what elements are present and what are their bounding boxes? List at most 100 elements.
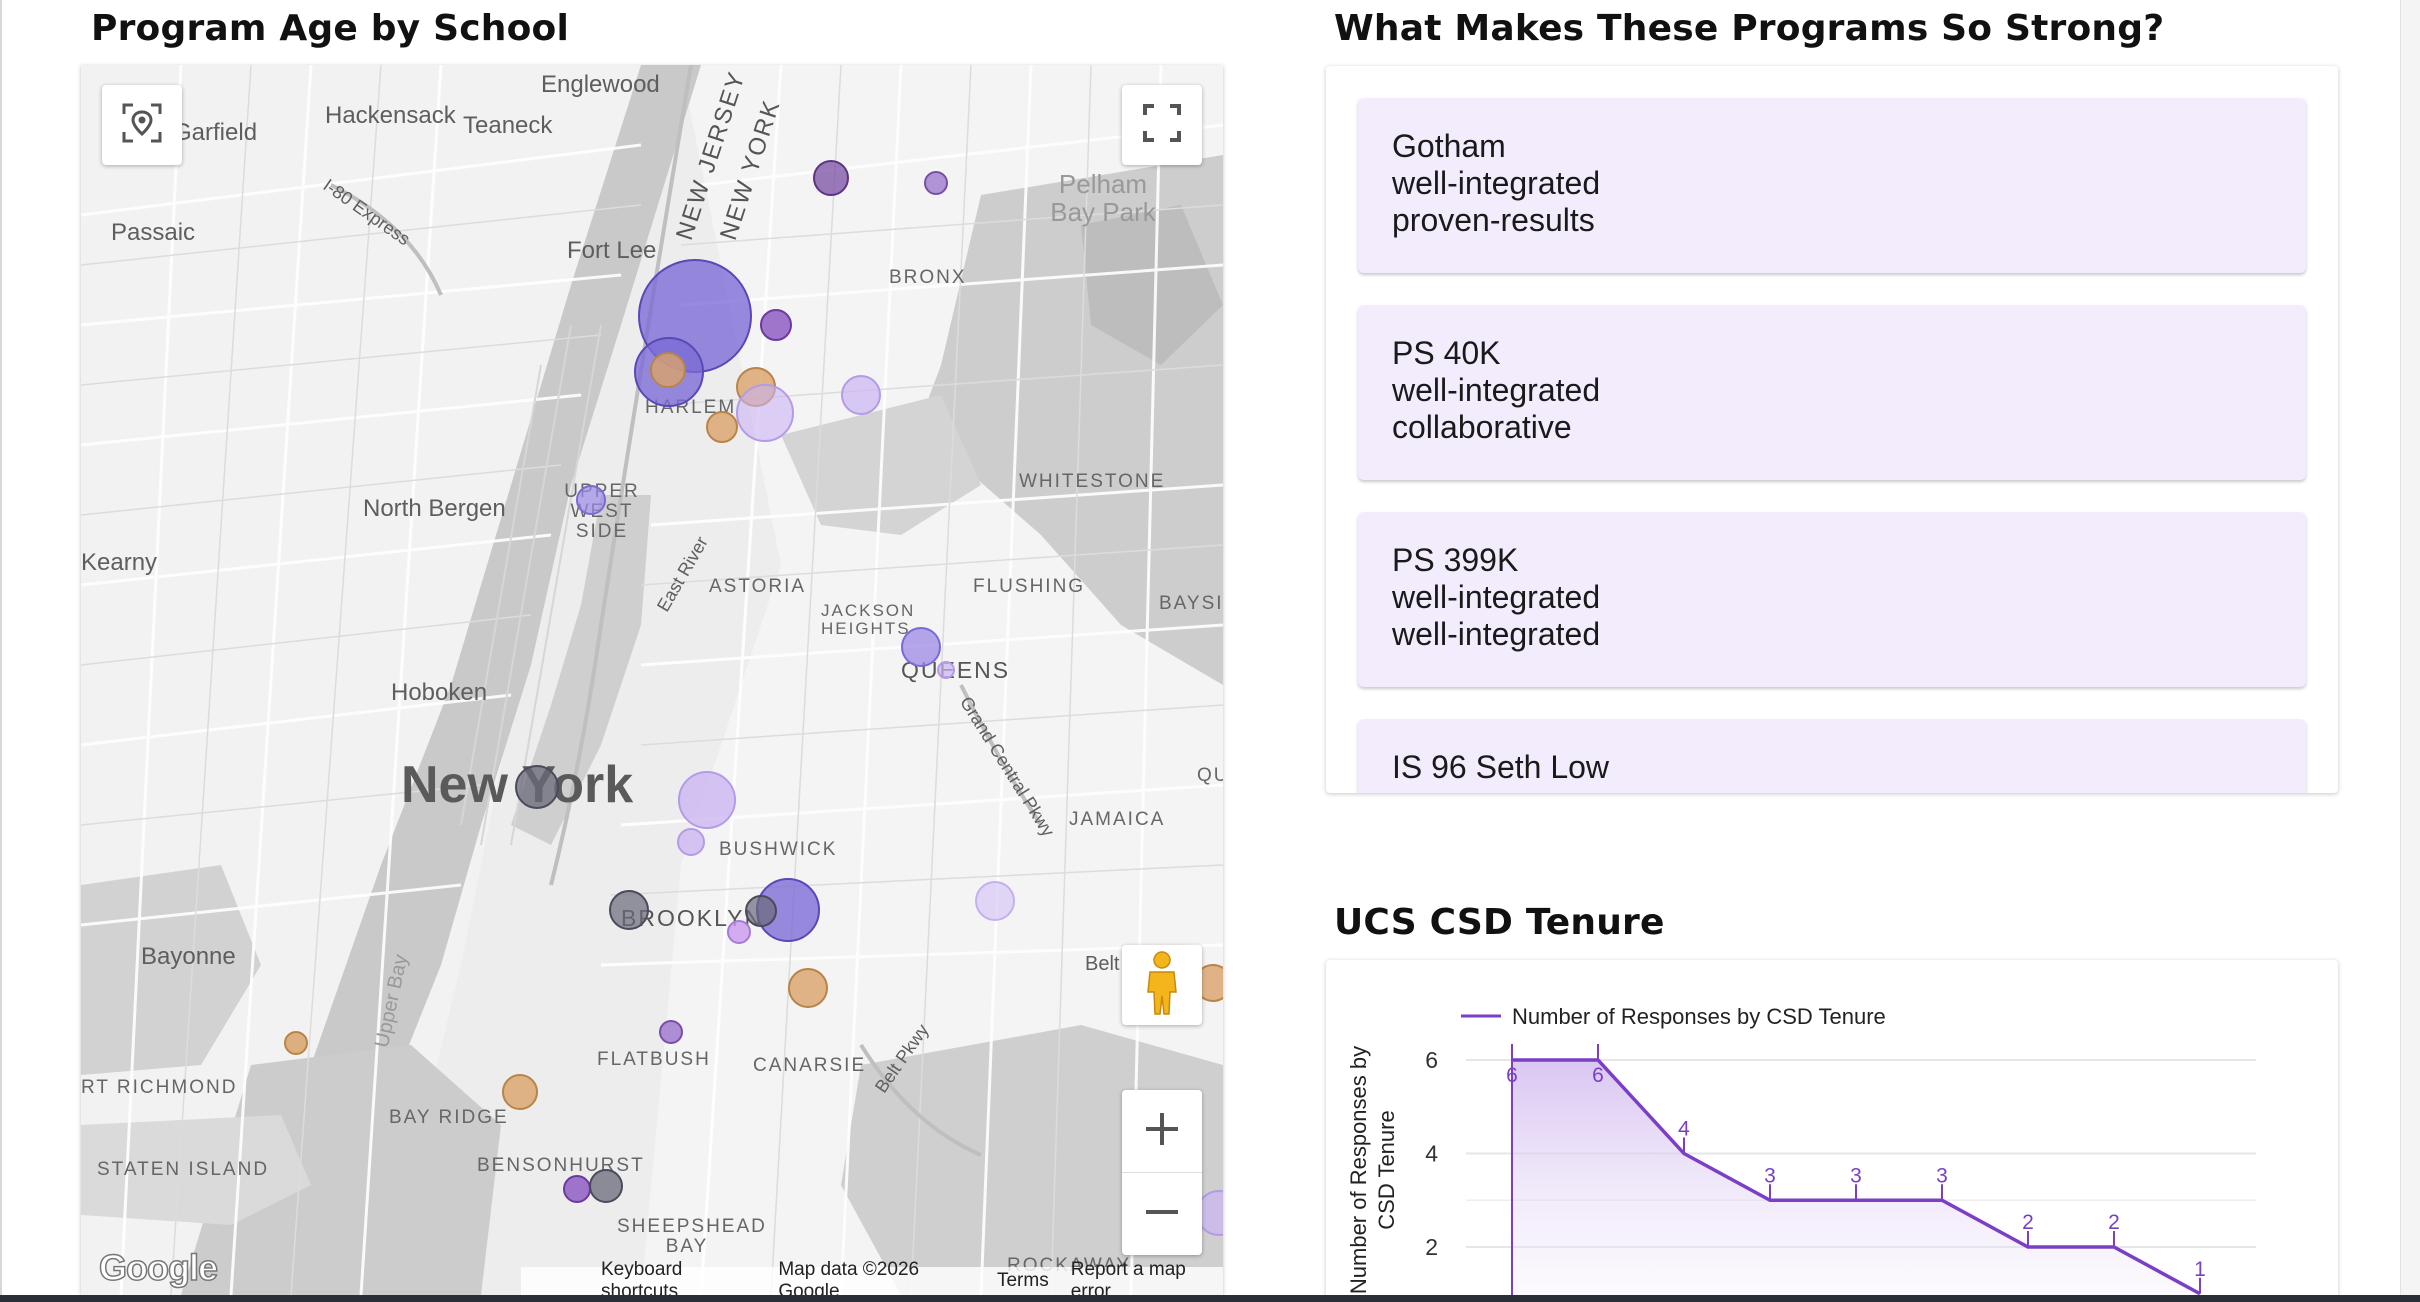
tenure-section-title: UCS CSD Tenure	[1334, 902, 1665, 943]
school-bubble	[678, 771, 736, 829]
data-label: 2	[2108, 1211, 2120, 1234]
map-label-teaneck: Teaneck	[463, 112, 553, 139]
locate-button[interactable]	[102, 85, 182, 165]
school-bubble	[284, 1031, 308, 1055]
strength-trait-2: collaborative	[1392, 409, 1572, 445]
school-bubbles	[284, 160, 1223, 1236]
fullscreen-button[interactable]	[1122, 85, 1202, 165]
map-label-jackson-heights: JACKSON HEIGHTS	[821, 601, 916, 638]
strength-trait-2: proven-results	[1392, 202, 1595, 238]
data-label: 3	[1936, 1164, 1948, 1187]
strength-school-name: IS 96 Seth Low	[1392, 749, 1610, 785]
y-axis-title-line: CSD Tenure	[1374, 1110, 1399, 1229]
strength-school-name: PS 399K	[1392, 542, 1519, 578]
map-label-north-bergen: North Bergen	[363, 495, 506, 522]
school-bubble	[706, 411, 738, 443]
y-axis-title: Number of Responses by CSD Tenure	[1346, 1046, 1399, 1294]
map-label-astoria: ASTORIA	[709, 576, 807, 597]
street-view-button[interactable]	[1122, 945, 1202, 1025]
strength-school-name: Gotham	[1392, 128, 1506, 164]
zoom-in-button[interactable]	[1122, 1091, 1202, 1173]
school-bubble	[841, 375, 881, 415]
map-label-bushwick: BUSHWICK	[719, 839, 838, 860]
school-bubble	[659, 1020, 683, 1044]
page-scrollbar[interactable]	[2400, 0, 2420, 1302]
data-label: 3	[1764, 1164, 1776, 1187]
area-fill	[1512, 1060, 2200, 1302]
plus-icon	[1143, 1110, 1181, 1152]
school-bubble	[609, 890, 649, 930]
street-view-pegman-icon	[1142, 950, 1182, 1020]
map-label-staten-island: STATEN ISLAND	[97, 1159, 270, 1180]
school-bubble	[563, 1175, 591, 1203]
map-label-bayonne: Bayonne	[141, 943, 236, 970]
map-label-bayside: BAYSI	[1159, 593, 1223, 614]
map-label-fort-lee: Fort Lee	[567, 237, 657, 264]
data-label: 6	[1506, 1064, 1518, 1087]
y-tick-label: 6	[1425, 1047, 1438, 1073]
keyboard-shortcuts-link[interactable]: Keyboard shortcuts	[601, 1259, 683, 1295]
strength-trait-1: well-integrated	[1392, 579, 1601, 615]
map-label-whitestone: WHITESTONE	[1019, 471, 1166, 492]
minus-icon	[1143, 1193, 1181, 1235]
school-bubble	[975, 881, 1015, 921]
school-bubble	[650, 352, 686, 388]
strengths-panel[interactable]: Gotham well-integrated proven-results PS…	[1326, 66, 2338, 793]
school-bubble	[813, 160, 849, 196]
school-bubble	[727, 920, 751, 944]
program-age-map[interactable]: Englewood Hackensack Teaneck Garfield I-…	[81, 65, 1223, 1295]
bottom-system-bar	[0, 1295, 2420, 1302]
zoom-out-button[interactable]	[1122, 1173, 1202, 1255]
strength-trait-1: well-integrated	[1392, 165, 1601, 201]
map-label-englewood: Englewood	[541, 71, 660, 98]
left-border	[0, 0, 2, 1302]
location-pin-icon	[119, 100, 165, 150]
map-label-flatbush: FLATBUSH	[597, 1049, 711, 1070]
strength-trait-1: well-integrated	[1392, 372, 1601, 408]
school-bubble	[901, 627, 941, 667]
data-label: 3	[1850, 1164, 1862, 1187]
data-label: 4	[1678, 1118, 1690, 1141]
map-label-hackensack: Hackensack	[325, 102, 456, 129]
y-tick-label: 2	[1425, 1234, 1438, 1260]
school-bubble	[515, 765, 559, 809]
map-data-credit: Map data ©2026 Google	[778, 1259, 920, 1295]
map-section-title: Program Age by School	[91, 8, 569, 49]
strength-trait-2: well-integrated	[1392, 616, 1601, 652]
school-bubble	[760, 309, 792, 341]
legend-label: Number of Responses by CSD Tenure	[1512, 1004, 1886, 1029]
strength-card: Gotham well-integrated proven-results	[1358, 98, 2306, 273]
school-bubble	[745, 895, 777, 927]
school-bubble	[589, 1169, 623, 1203]
y-axis-title-line: Number of Responses by	[1346, 1046, 1371, 1294]
map-label-belt: Belt	[1085, 953, 1120, 975]
strength-card: PS 40K well-integrated collaborative	[1358, 305, 2306, 480]
map-label-qu: QU	[1197, 765, 1223, 786]
map-label-flushing: FLUSHING	[973, 576, 1086, 597]
map-label-sheepshead-bay: SHEEPSHEAD BAY	[617, 1216, 767, 1257]
map-label-bronx: BRONX	[889, 267, 967, 288]
map-label-jamaica: JAMAICA	[1069, 809, 1166, 830]
map-attribution-bar: Keyboard shortcuts Map data ©2026 Google…	[521, 1259, 1223, 1295]
report-map-error-link[interactable]: Report a map error	[1070, 1259, 1186, 1295]
map-label-garfield: Garfield	[173, 119, 258, 146]
strength-card: IS 96 Seth Low	[1358, 719, 2306, 793]
map-label-hoboken: Hoboken	[391, 679, 488, 706]
terms-link[interactable]: Terms	[996, 1270, 1049, 1291]
school-bubble	[937, 661, 955, 679]
zoom-control	[1122, 1090, 1202, 1255]
data-label: 6	[1592, 1064, 1604, 1087]
map-label-bay-ridge: BAY RIDGE	[389, 1107, 509, 1128]
data-label: 2	[2022, 1211, 2034, 1234]
strength-card-list[interactable]: Gotham well-integrated proven-results PS…	[1326, 66, 2338, 793]
strengths-section-title: What Makes These Programs So Strong?	[1334, 8, 2165, 49]
y-tick-label: 4	[1425, 1141, 1438, 1167]
school-bubble	[502, 1074, 538, 1110]
map-label-passaic: Passaic	[111, 219, 196, 246]
school-bubble	[788, 968, 828, 1008]
school-bubble	[576, 485, 606, 515]
data-label: 1	[2194, 1258, 2206, 1281]
school-bubble	[677, 828, 705, 856]
